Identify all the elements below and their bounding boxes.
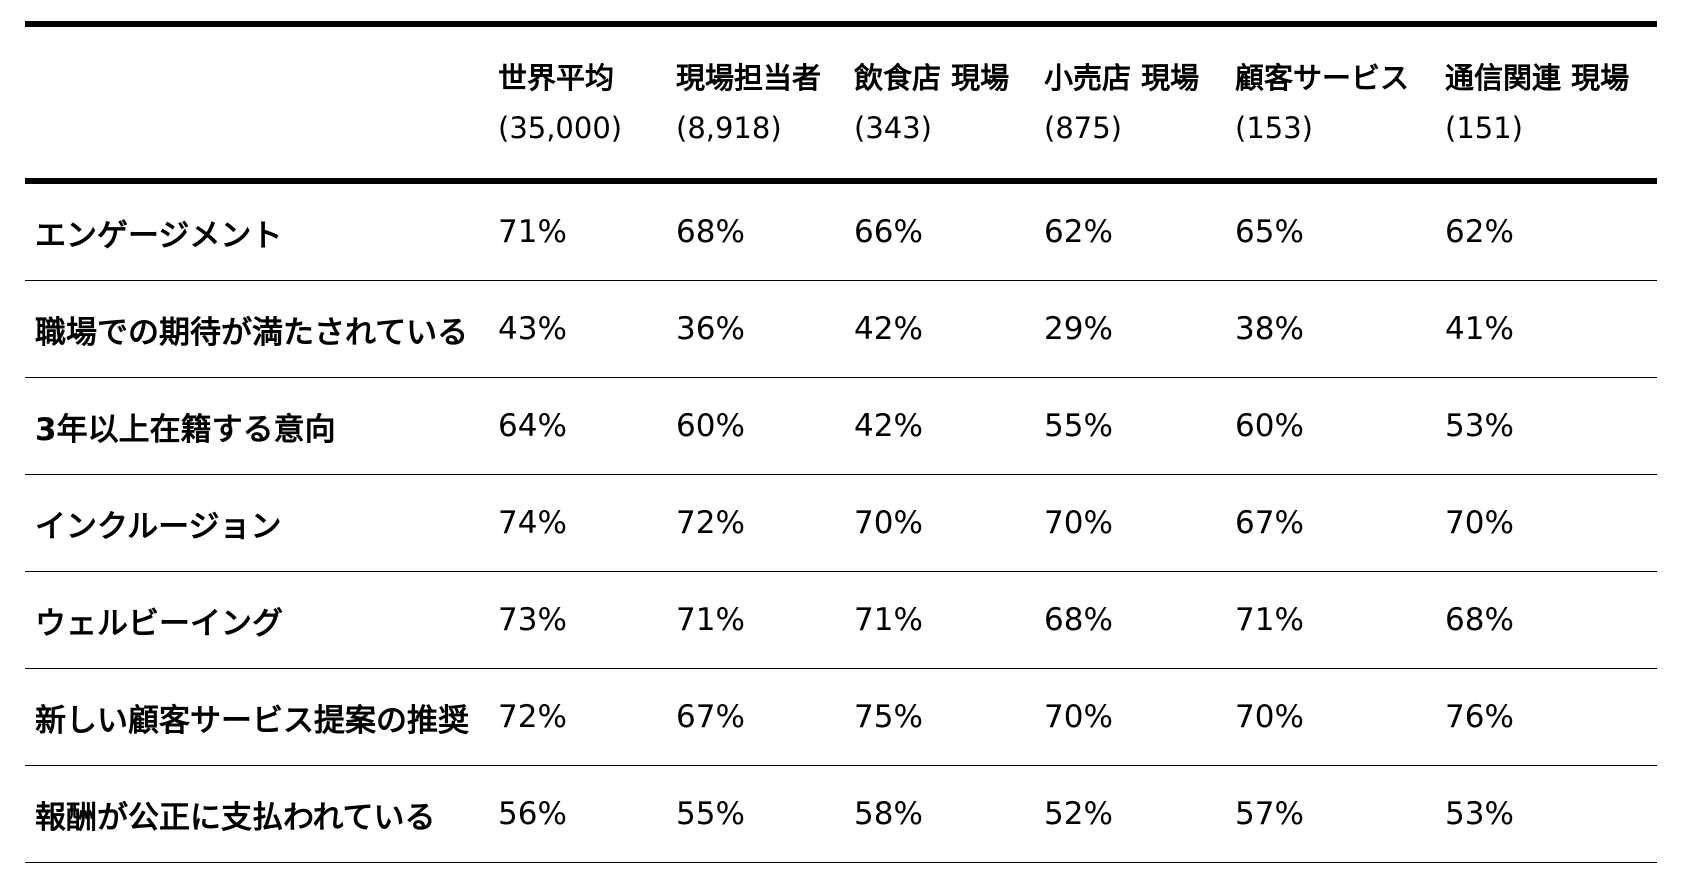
column-sample-size: (153) xyxy=(1235,110,1313,145)
table-cell: 70% xyxy=(1235,699,1304,735)
table-cell: 57% xyxy=(1235,796,1304,832)
row-label: 報酬が公正に支払われている xyxy=(35,799,436,836)
table-cell: 36% xyxy=(676,311,745,347)
table-cell: 73% xyxy=(498,602,567,638)
table-cell: 75% xyxy=(854,699,923,735)
table-cell: 67% xyxy=(676,699,745,735)
table-row: 新しい顧客サービス提案の推奨 72% 67% 75% 70% 70% 76% xyxy=(25,669,1657,766)
row-label: 職場での期待が満たされている xyxy=(35,314,469,351)
table-cell: 58% xyxy=(854,796,923,832)
column-sample-size: (8,918) xyxy=(676,110,782,145)
header-cell-restaurant-frontline: 飲食店 現場 (343) xyxy=(848,24,1038,181)
table-cell: 65% xyxy=(1235,214,1304,250)
table-cell: 66% xyxy=(854,214,923,250)
table-cell: 70% xyxy=(854,505,923,541)
table-header: 世界平均 (35,000) 現場担当者 (8,918) 飲食店 現場 (343)… xyxy=(25,24,1657,181)
table-cell: 42% xyxy=(854,408,923,444)
column-title: 小売店 現場 xyxy=(1044,60,1200,95)
column-sample-size: (875) xyxy=(1044,110,1122,145)
table-cell: 62% xyxy=(1445,214,1514,250)
table-cell: 68% xyxy=(1445,602,1514,638)
table-cell: 68% xyxy=(676,214,745,250)
table-cell: 56% xyxy=(498,796,567,832)
table-cell: 72% xyxy=(676,505,745,541)
survey-results-table: 世界平均 (35,000) 現場担当者 (8,918) 飲食店 現場 (343)… xyxy=(25,21,1657,863)
header-cell-telecom-frontline: 通信関連 現場 (151) xyxy=(1439,24,1657,181)
table-body: エンゲージメント 71% 68% 66% 62% 65% 62% 職場での期待が… xyxy=(25,181,1657,863)
table-cell: 60% xyxy=(1235,408,1304,444)
table-cell: 74% xyxy=(498,505,567,541)
header-cell-global-average: 世界平均 (35,000) xyxy=(492,24,670,181)
header-cell-frontline-workers: 現場担当者 (8,918) xyxy=(670,24,848,181)
row-label: エンゲージメント xyxy=(35,217,283,254)
table-cell: 62% xyxy=(1044,214,1113,250)
table-row: 職場での期待が満たされている 43% 36% 42% 29% 38% 41% xyxy=(25,281,1657,378)
table-cell: 43% xyxy=(498,311,567,347)
table-cell: 76% xyxy=(1445,699,1514,735)
row-label: ウェルビーイング xyxy=(35,605,283,642)
table-cell: 70% xyxy=(1044,505,1113,541)
table-row: インクルージョン 74% 72% 70% 70% 67% 70% xyxy=(25,475,1657,572)
table-cell: 67% xyxy=(1235,505,1304,541)
column-sample-size: (35,000) xyxy=(498,110,623,145)
table-row: ウェルビーイング 73% 71% 71% 68% 71% 68% xyxy=(25,572,1657,669)
table-cell: 53% xyxy=(1445,796,1514,832)
table-cell: 71% xyxy=(676,602,745,638)
table-cell: 68% xyxy=(1044,602,1113,638)
table-cell: 64% xyxy=(498,408,567,444)
table-cell: 55% xyxy=(676,796,745,832)
column-title: 飲食店 現場 xyxy=(854,60,1010,95)
column-title: 通信関連 現場 xyxy=(1445,60,1630,95)
column-title: 現場担当者 xyxy=(676,60,822,95)
table-cell: 71% xyxy=(498,214,567,250)
header-cell-retail-frontline: 小売店 現場 (875) xyxy=(1038,24,1229,181)
table-row: 報酬が公正に支払われている 56% 55% 58% 52% 57% 53% xyxy=(25,766,1657,863)
column-sample-size: (343) xyxy=(854,110,932,145)
table-cell: 52% xyxy=(1044,796,1113,832)
row-label: 3年以上在籍する意向 xyxy=(35,411,336,448)
survey-table-container: 世界平均 (35,000) 現場担当者 (8,918) 飲食店 現場 (343)… xyxy=(25,21,1657,863)
table-row: エンゲージメント 71% 68% 66% 62% 65% 62% xyxy=(25,181,1657,281)
table-cell: 41% xyxy=(1445,311,1514,347)
table-cell: 70% xyxy=(1445,505,1514,541)
row-label: インクルージョン xyxy=(35,508,282,545)
header-cell-empty xyxy=(25,24,492,181)
column-title: 顧客サービス xyxy=(1235,60,1410,95)
header-cell-customer-service: 顧客サービス (153) xyxy=(1229,24,1439,181)
table-cell: 60% xyxy=(676,408,745,444)
table-cell: 53% xyxy=(1445,408,1514,444)
table-cell: 29% xyxy=(1044,311,1113,347)
row-label: 新しい顧客サービス提案の推奨 xyxy=(35,702,469,739)
table-cell: 70% xyxy=(1044,699,1113,735)
table-cell: 72% xyxy=(498,699,567,735)
table-cell: 55% xyxy=(1044,408,1113,444)
table-row: 3年以上在籍する意向 64% 60% 42% 55% 60% 53% xyxy=(25,378,1657,475)
column-sample-size: (151) xyxy=(1445,110,1523,145)
table-cell: 42% xyxy=(854,311,923,347)
table-cell: 71% xyxy=(1235,602,1304,638)
header-row: 世界平均 (35,000) 現場担当者 (8,918) 飲食店 現場 (343)… xyxy=(25,24,1657,181)
table-cell: 38% xyxy=(1235,311,1304,347)
column-title: 世界平均 xyxy=(498,60,615,95)
table-cell: 71% xyxy=(854,602,923,638)
